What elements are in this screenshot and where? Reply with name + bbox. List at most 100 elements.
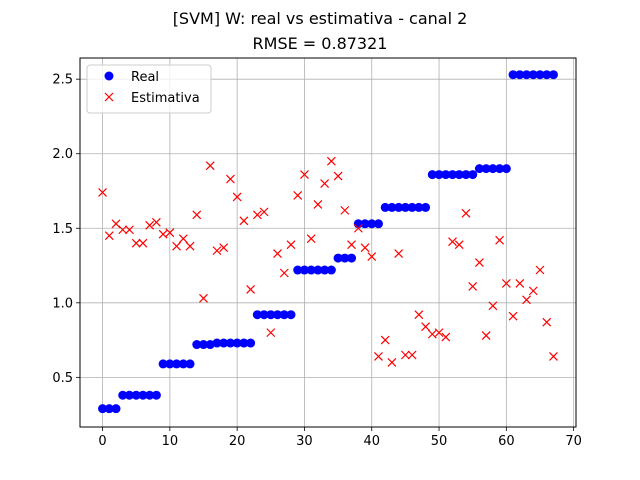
real-point	[414, 202, 424, 212]
estimativa-point	[367, 252, 377, 262]
real-point	[273, 310, 283, 320]
x-axis: 0 10 20 30 40 50 60 70	[98, 427, 582, 449]
estimativa-point	[165, 228, 175, 238]
legend-label-estimativa: Estimativa	[131, 91, 200, 106]
x-tick-label: 60	[498, 434, 515, 449]
y-tick-label: 2.5	[52, 73, 73, 88]
real-point	[252, 310, 262, 320]
chart-title: [SVM] W: real vs estimativa - canal 2	[173, 9, 468, 28]
estimativa-point	[320, 179, 330, 188]
estimativa-point	[461, 208, 471, 218]
legend-box	[86, 64, 212, 114]
real-point	[501, 164, 511, 174]
real-point	[340, 253, 350, 263]
y-axis: 0.5 1.0 1.5 2.0 2.5	[52, 73, 80, 386]
estimativa-point	[475, 258, 484, 267]
real-point	[548, 70, 558, 80]
legend-marker-estimativa	[104, 92, 114, 102]
x-tick-label: 50	[431, 434, 448, 449]
x-tick-label: 10	[162, 434, 179, 449]
real-point	[407, 202, 417, 212]
legend-marker-real	[104, 71, 114, 81]
y-tick-label: 2.0	[52, 147, 73, 162]
real-point	[131, 390, 141, 400]
estimativa-point	[380, 335, 390, 345]
real-point	[246, 338, 256, 348]
estimativa-point	[495, 235, 505, 245]
estimativa-point	[528, 286, 538, 296]
real-point	[306, 265, 316, 275]
real-point	[535, 70, 545, 80]
estimativa-point	[421, 322, 431, 332]
estimativa-point	[279, 268, 289, 278]
real-point	[320, 265, 330, 275]
estimativa-point	[98, 188, 107, 197]
real-point	[151, 390, 161, 400]
real-point	[387, 202, 397, 212]
real-point	[421, 202, 431, 212]
legend-label-real: Real	[131, 70, 159, 85]
estimativa-point	[488, 301, 498, 311]
x-tick-label: 70	[565, 434, 582, 449]
real-point	[542, 70, 552, 80]
real-point	[326, 265, 336, 275]
real-point	[279, 310, 289, 320]
estimativa-point	[306, 234, 316, 244]
estimativa-point	[454, 240, 464, 250]
estimativa-point	[535, 265, 545, 275]
estimativa-point	[138, 238, 148, 248]
real-point	[373, 219, 383, 229]
estimativa-point	[131, 238, 141, 248]
series-real	[98, 70, 558, 414]
estimativa-point	[347, 240, 356, 250]
real-point	[293, 265, 303, 275]
estimativa-point	[542, 317, 552, 327]
estimativa-point	[427, 329, 437, 339]
estimativa-point	[407, 350, 417, 360]
real-point	[468, 170, 478, 180]
plot-frame	[79, 57, 577, 428]
estimativa-point	[360, 243, 370, 253]
real-point	[205, 340, 215, 350]
estimativa-point	[145, 220, 155, 230]
estimativa-point	[300, 170, 309, 180]
estimativa-point	[293, 191, 303, 200]
real-point	[104, 404, 114, 414]
estimativa-point	[232, 192, 242, 202]
real-point	[138, 390, 148, 400]
real-point	[266, 310, 276, 320]
estimativa-point	[340, 205, 350, 215]
x-tick-label: 30	[296, 434, 313, 449]
real-point	[380, 202, 390, 212]
real-point	[286, 310, 296, 320]
y-tick-label: 1.0	[52, 296, 73, 311]
estimativa-point	[178, 234, 188, 244]
real-point	[488, 164, 498, 174]
real-point	[172, 359, 182, 369]
estimativa-point	[434, 328, 444, 338]
estimativa-point	[387, 358, 397, 367]
real-point	[427, 170, 437, 180]
estimativa-point	[199, 293, 208, 303]
estimativa-point	[246, 284, 256, 294]
estimativa-point	[374, 352, 383, 361]
estimativa-point	[219, 243, 229, 253]
estimativa-point	[185, 241, 195, 251]
real-point	[145, 390, 155, 400]
estimativa-point	[481, 331, 491, 341]
real-point	[333, 253, 343, 263]
x-tick-label: 0	[98, 434, 106, 449]
series-estimativa	[98, 156, 558, 367]
real-point	[178, 359, 188, 369]
real-point	[299, 265, 309, 275]
estimativa-point	[273, 249, 282, 259]
real-point	[522, 70, 532, 80]
real-point	[474, 164, 484, 174]
estimativa-point	[515, 279, 525, 288]
real-point	[225, 338, 235, 348]
estimativa-point	[326, 156, 336, 166]
estimativa-point	[225, 174, 235, 184]
real-point	[481, 164, 491, 174]
real-point	[118, 390, 128, 400]
real-point	[192, 340, 202, 350]
